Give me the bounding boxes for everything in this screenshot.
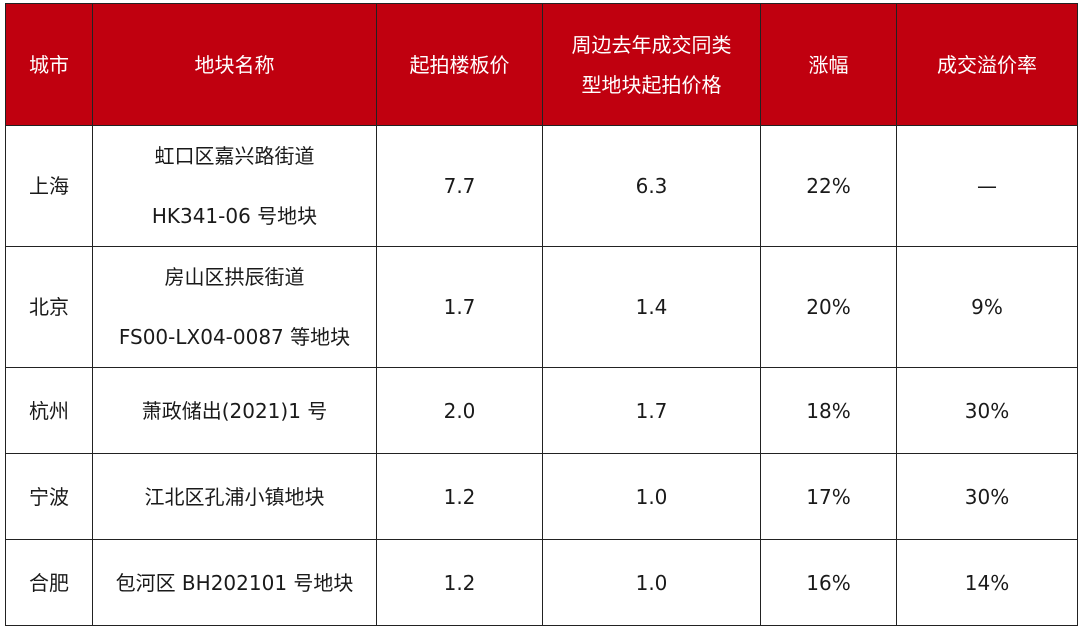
cell-parcel-name: 江北区孔浦小镇地块 (92, 453, 377, 540)
cell-city: 上海 (5, 125, 93, 247)
cell-city: 杭州 (5, 367, 93, 454)
parcel-name-line1: 房山区拱辰街道 (164, 265, 305, 289)
header-parcel-name: 地块名称 (92, 3, 377, 126)
cell-increase: 16% (760, 539, 897, 626)
cell-start-price: 1.2 (376, 453, 543, 540)
cell-start-price: 1.2 (376, 539, 543, 626)
cell-premium-rate: — (896, 125, 1078, 247)
cell-start-price: 1.7 (376, 246, 543, 368)
header-nearby-price: 周边去年成交同类 型地块起拍价格 (542, 3, 761, 126)
cell-city: 宁波 (5, 453, 93, 540)
table-row: 杭州 萧政储出(2021)1 号 2.0 1.7 18% 30% (5, 367, 1078, 454)
table-row: 上海 虹口区嘉兴路街道 HK341-06 号地块 7.7 6.3 22% — (5, 125, 1078, 247)
header-start-price: 起拍楼板价 (376, 3, 543, 126)
header-nearby-price-line2: 型地块起拍价格 (581, 72, 722, 97)
cell-premium-rate: 9% (896, 246, 1078, 368)
cell-nearby-price: 1.4 (542, 246, 761, 368)
table-row: 合肥 包河区 BH202101 号地块 1.2 1.0 16% 14% (5, 539, 1078, 626)
cell-increase: 20% (760, 246, 897, 368)
cell-premium-rate: 14% (896, 539, 1078, 626)
table-row: 宁波 江北区孔浦小镇地块 1.2 1.0 17% 30% (5, 453, 1078, 540)
cell-start-price: 7.7 (376, 125, 543, 247)
cell-parcel-name: 包河区 BH202101 号地块 (92, 539, 377, 626)
cell-nearby-price: 6.3 (542, 125, 761, 247)
header-city: 城市 (5, 3, 93, 126)
cell-premium-rate: 30% (896, 367, 1078, 454)
cell-increase: 22% (760, 125, 897, 247)
parcel-name-line2: FS00-LX04-0087 等地块 (118, 325, 351, 349)
cell-city: 北京 (5, 246, 93, 368)
header-premium-rate: 成交溢价率 (896, 3, 1078, 126)
table-row: 北京 房山区拱辰街道 FS00-LX04-0087 等地块 1.7 1.4 20… (5, 246, 1078, 368)
cell-nearby-price: 1.7 (542, 367, 761, 454)
header-increase: 涨幅 (760, 3, 897, 126)
land-auction-table: 城市 地块名称 起拍楼板价 周边去年成交同类 型地块起拍价格 涨幅 成交溢价率 … (5, 3, 1078, 626)
cell-nearby-price: 1.0 (542, 539, 761, 626)
cell-increase: 17% (760, 453, 897, 540)
cell-nearby-price: 1.0 (542, 453, 761, 540)
cell-parcel-name: 萧政储出(2021)1 号 (92, 367, 377, 454)
cell-premium-rate: 30% (896, 453, 1078, 540)
cell-increase: 18% (760, 367, 897, 454)
parcel-name-line1: 虹口区嘉兴路街道 (154, 144, 315, 168)
cell-city: 合肥 (5, 539, 93, 626)
table-header-row: 城市 地块名称 起拍楼板价 周边去年成交同类 型地块起拍价格 涨幅 成交溢价率 (5, 3, 1078, 126)
header-nearby-price-line1: 周边去年成交同类 (571, 32, 732, 57)
cell-parcel-name: 虹口区嘉兴路街道 HK341-06 号地块 (92, 125, 377, 247)
cell-start-price: 2.0 (376, 367, 543, 454)
parcel-name-line2: HK341-06 号地块 (151, 204, 318, 228)
cell-parcel-name: 房山区拱辰街道 FS00-LX04-0087 等地块 (92, 246, 377, 368)
